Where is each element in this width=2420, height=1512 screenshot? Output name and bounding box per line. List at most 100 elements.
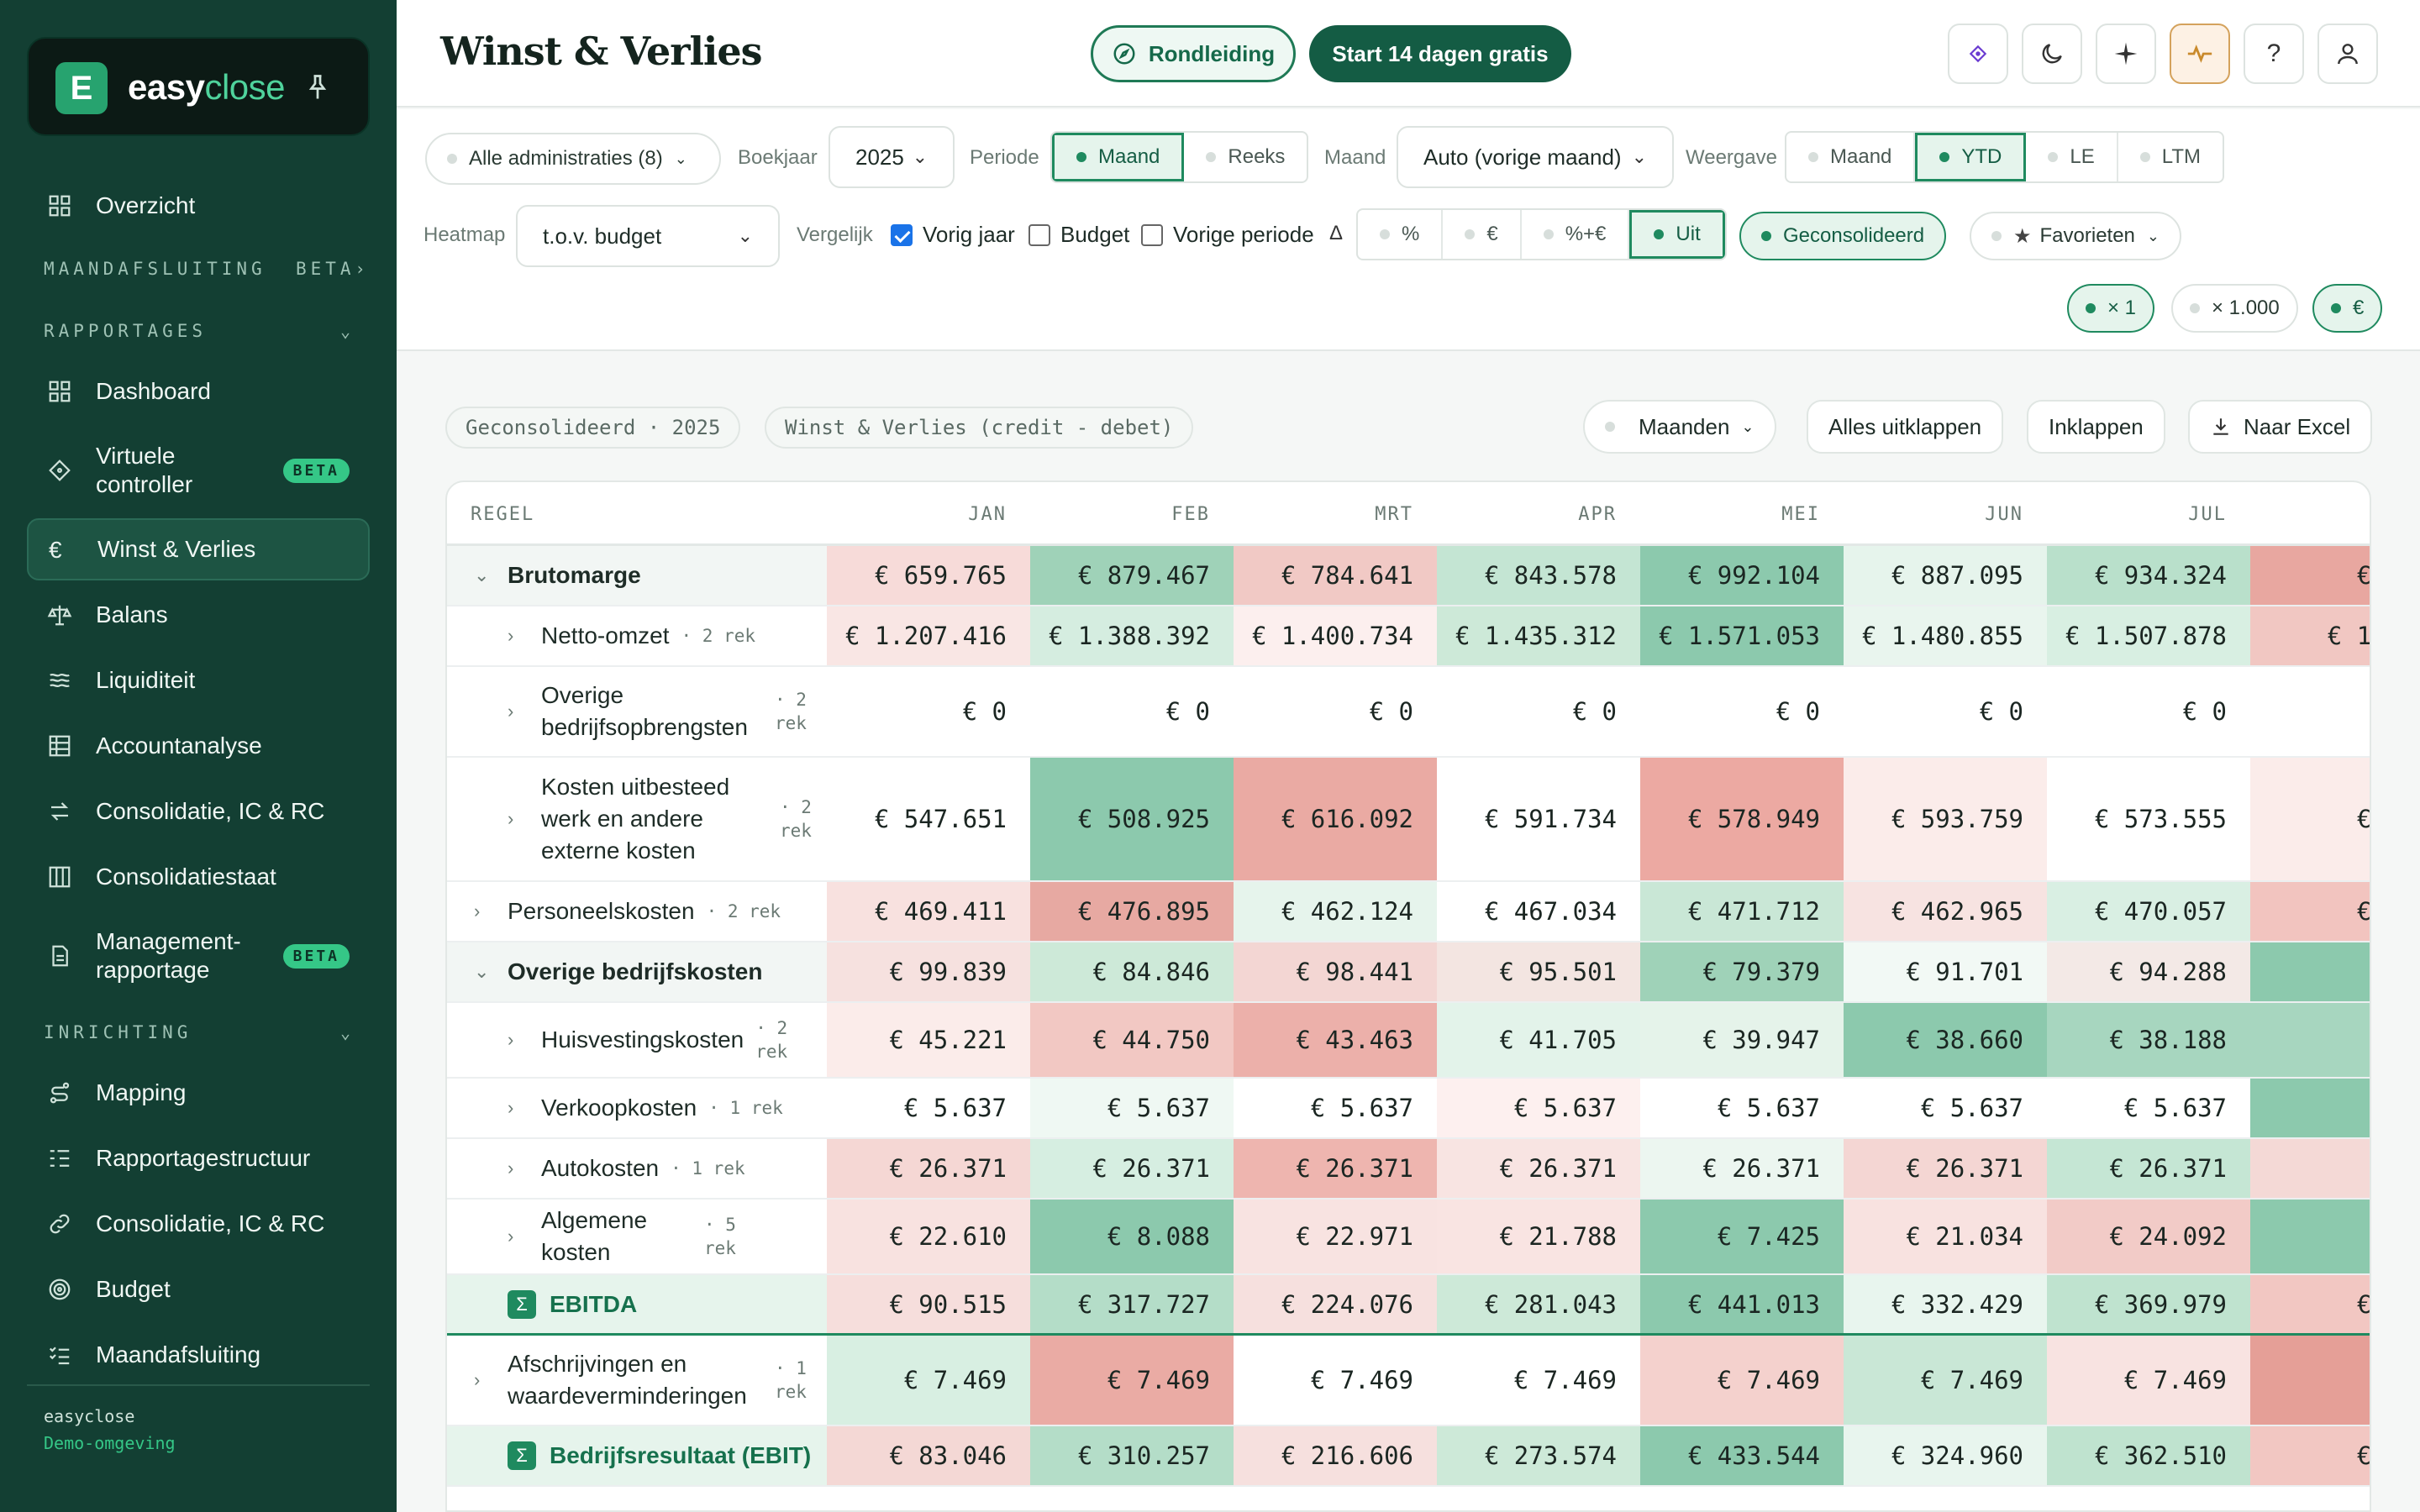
scale-x1[interactable]: × 1 <box>2067 284 2155 333</box>
value-cell[interactable]: € 476.895 <box>1030 882 1234 941</box>
value-cell[interactable]: € 317.727 <box>1030 1275 1234 1333</box>
value-cell[interactable]: € 43.463 <box>1234 1003 1437 1077</box>
value-cell[interactable]: € 84.846 <box>1030 942 1234 1001</box>
scale-x1000[interactable]: × 1.000 <box>2171 284 2298 333</box>
start-trial-button[interactable]: Start 14 dagen gratis <box>1309 25 1571 82</box>
favorieten-dropdown[interactable]: ★ Favorieten ⌄ <box>1970 212 2181 260</box>
total-row[interactable]: Σ EBITDA € 90.515 € 317.727 € 224.076 € 281.0… <box>447 1275 2370 1336</box>
value-cell[interactable]: € 7.469 <box>1844 1336 2047 1425</box>
value-cell[interactable]: € 98.441 <box>1234 942 1437 1001</box>
value-cell[interactable]: € 26.371 <box>2047 1139 2250 1198</box>
value-cell[interactable]: € 38.660 <box>1844 1003 2047 1077</box>
value-cell[interactable]: € 7.469 <box>1640 1336 1844 1425</box>
value-cell[interactable]: € 26.371 <box>827 1139 1030 1198</box>
value-cell[interactable]: € 800 <box>2250 546 2370 605</box>
value-cell[interactable]: € 433.544 <box>1640 1426 1844 1485</box>
value-cell[interactable]: € 0 <box>1640 667 1844 756</box>
table-row[interactable]: › Algemene kosten · 5 rek € 22.610 € 8.088 € … <box>447 1200 2370 1275</box>
value-cell[interactable]: € 41.705 <box>1437 1003 1640 1077</box>
nav-budget[interactable]: Budget <box>27 1258 370 1320</box>
value-cell[interactable]: € 26 <box>2250 1139 2370 1198</box>
value-cell[interactable]: € 616.092 <box>1234 758 1437 880</box>
value-cell[interactable]: € 24.092 <box>2047 1200 2250 1273</box>
value-cell[interactable]: € 44.750 <box>1030 1003 1234 1077</box>
value-cell[interactable]: € 992.104 <box>1640 546 1844 605</box>
value-cell[interactable]: € 5.637 <box>1640 1079 1844 1137</box>
value-cell[interactable]: € 1.321 <box>2250 606 2370 665</box>
section-maandafsluiting[interactable]: MAANDAFSLUITING BETA › <box>44 259 370 279</box>
value-cell[interactable]: € 7.469 <box>827 1336 1030 1425</box>
chevron-right-icon[interactable]: › <box>508 625 514 646</box>
chevron-right-icon[interactable]: › <box>474 1369 481 1390</box>
chevron-right-icon[interactable]: › <box>474 900 481 921</box>
help-button[interactable]: ? <box>2244 24 2304 84</box>
value-cell[interactable]: € 1.388.392 <box>1030 606 1234 665</box>
nav-consolidatie-ic-rc[interactable]: Consolidatie, IC & RC <box>27 1193 370 1255</box>
table-row[interactable]: › Verkoopkosten · 1 rek € 5.637 € 5.637 € 5.6… <box>447 1079 2370 1139</box>
value-cell[interactable]: € 94.288 <box>2047 942 2250 1001</box>
chevron-right-icon[interactable]: › <box>508 808 514 829</box>
table-row[interactable]: › Overige bedrijfsopbrengsten · 2 rek € 0 € … <box>447 667 2370 758</box>
table-row[interactable]: › Huisvestingskosten · 2 rek € 45.221 € 44.7… <box>447 1003 2370 1079</box>
value-cell[interactable]: € 0 <box>1437 667 1640 756</box>
tour-button[interactable]: Rondleiding <box>1091 25 1296 82</box>
value-cell[interactable]: € 362.510 <box>2047 1426 2250 1485</box>
periode-reeks[interactable]: Reeks <box>1184 133 1307 181</box>
value-cell[interactable]: € 26.371 <box>1640 1139 1844 1198</box>
value-cell[interactable]: € 784.641 <box>1234 546 1437 605</box>
value-cell[interactable]: € 21.788 <box>1437 1200 1640 1273</box>
budget-checkbox[interactable]: Budget <box>1028 222 1129 248</box>
maanden-dropdown[interactable]: Maanden ⌄ <box>1583 400 1776 454</box>
geconsolideerd-chip[interactable]: Geconsolideerd <box>1739 212 1947 260</box>
value-cell[interactable]: € 467.034 <box>1437 882 1640 941</box>
value-cell[interactable]: € 8.088 <box>1030 1200 1234 1273</box>
value-cell[interactable]: € 324.960 <box>1844 1426 2047 1485</box>
value-cell[interactable]: € 7.469 <box>1234 1336 1437 1425</box>
chevron-down-icon[interactable]: ⌄ <box>474 564 490 585</box>
value-cell[interactable]: € 91.701 <box>1844 942 2047 1001</box>
value-cell[interactable]: € 5.637 <box>1030 1079 1234 1137</box>
export-excel-button[interactable]: Naar Excel <box>2188 400 2373 454</box>
value-cell[interactable]: € 0 <box>1234 667 1437 756</box>
chevron-right-icon[interactable]: › <box>508 1097 514 1118</box>
value-cell[interactable]: € 95.501 <box>1437 942 1640 1001</box>
activity-button[interactable] <box>2170 24 2230 84</box>
value-cell[interactable]: € 441.013 <box>1640 1275 1844 1333</box>
nav-maandafsluiting[interactable]: Maandafsluiting <box>27 1324 370 1386</box>
total-row[interactable]: Σ Bedrijfsresultaat (EBIT) € 83.046 € 310.2… <box>447 1426 2370 1487</box>
value-cell[interactable]: € 470.057 <box>2047 882 2250 941</box>
value-cell[interactable]: € 5.637 <box>2047 1079 2250 1137</box>
delta-uit[interactable]: Uit <box>1629 210 1725 259</box>
value-cell[interactable]: € 1.571.053 <box>1640 606 1844 665</box>
boekjaar-select[interactable]: 2025 ⌄ <box>829 126 955 188</box>
value-cell[interactable]: € 591.734 <box>1437 758 1640 880</box>
nav-balans[interactable]: Balans <box>27 584 370 646</box>
value-cell[interactable]: € 79.379 <box>1640 942 1844 1001</box>
value-cell[interactable]: € 26.371 <box>1234 1139 1437 1198</box>
value-cell[interactable]: € 38 <box>2250 1003 2370 1077</box>
value-cell[interactable]: € 934.324 <box>2047 546 2250 605</box>
brand-logo[interactable]: E easyclose <box>27 37 370 136</box>
delta-euro[interactable]: € <box>1443 210 1522 259</box>
value-cell[interactable]: € 578.949 <box>1640 758 1844 880</box>
delta-percent[interactable]: % <box>1358 210 1444 259</box>
value-cell[interactable]: € 470 <box>2250 882 2370 941</box>
ai-diamond-button[interactable] <box>1948 24 2008 84</box>
value-cell[interactable]: € 521 <box>2250 758 2370 880</box>
value-cell[interactable]: € 0 <box>1030 667 1234 756</box>
table-row[interactable]: › Kosten uitbesteed werk en andere extern… <box>447 758 2370 882</box>
value-cell[interactable]: € 7.469 <box>1030 1336 1234 1425</box>
dark-mode-button[interactable] <box>2022 24 2082 84</box>
vorige-periode-checkbox[interactable]: Vorige periode <box>1141 222 1314 248</box>
value-cell[interactable]: € 22.971 <box>1234 1200 1437 1273</box>
value-cell[interactable]: € 45.221 <box>827 1003 1030 1077</box>
value-cell[interactable]: € 7.469 <box>1437 1336 1640 1425</box>
periode-maand[interactable]: Maand <box>1052 133 1185 181</box>
value-cell[interactable]: € 659.765 <box>827 546 1030 605</box>
value-cell[interactable]: € 332.429 <box>1844 1275 2047 1333</box>
value-cell[interactable]: € 1.507.878 <box>2047 606 2250 665</box>
table-row[interactable]: ⌄ Brutomarge € 659.765 € 879.467 € 784.641 € … <box>447 546 2370 606</box>
value-cell[interactable]: € 99.839 <box>827 942 1030 1001</box>
currency-euro[interactable]: € <box>2312 284 2383 333</box>
nav-consolidatiestaat[interactable]: Consolidatiestaat <box>27 846 370 908</box>
